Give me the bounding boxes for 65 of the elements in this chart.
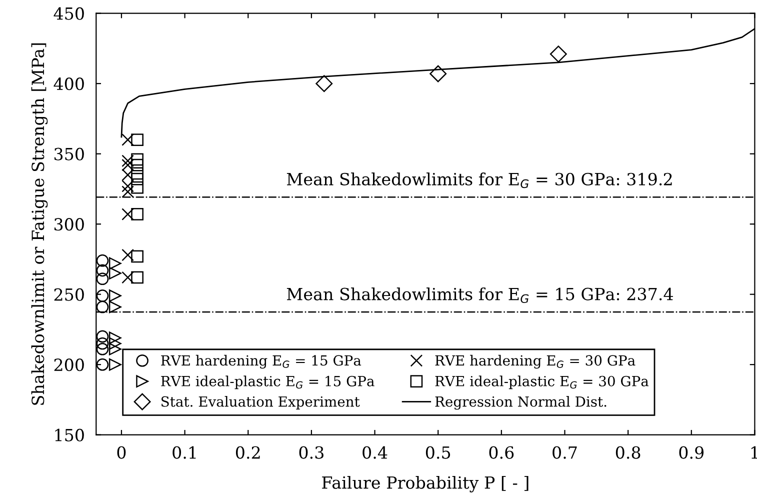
point <box>108 342 122 356</box>
point <box>131 158 144 172</box>
point <box>96 254 109 267</box>
legend-label: Regression Normal Dist. <box>435 396 606 410</box>
point <box>122 134 134 146</box>
x-tick-label: 0.4 <box>362 446 388 459</box>
point <box>122 208 134 220</box>
point <box>131 250 144 263</box>
point <box>131 271 144 284</box>
point <box>108 358 122 371</box>
point <box>96 290 109 302</box>
point <box>96 272 109 286</box>
ref-line-label: Mean Shakedowlimits for E$_{G}$ = 15 GPa: 237.4 <box>286 287 673 304</box>
y-tick-label: 400 <box>54 78 84 90</box>
y-axis-title: Shakedownlimit or Fatigue Strength [MPa] <box>31 43 48 405</box>
point <box>316 75 333 92</box>
point <box>96 330 109 343</box>
point <box>122 154 134 168</box>
point <box>122 186 134 198</box>
point <box>108 332 122 344</box>
point <box>122 168 134 182</box>
legend-label: RVE ideal-plastic E$_{G}$ = 30 GPa <box>435 376 649 390</box>
legend-label: RVE hardening E$_{G}$ = 15 GPa <box>161 354 362 369</box>
x-tick-label: 0.6 <box>489 446 514 459</box>
point <box>96 300 109 314</box>
x-tick-label: 0.9 <box>679 446 704 459</box>
point <box>108 337 122 350</box>
point <box>550 46 567 63</box>
point <box>96 342 109 356</box>
point <box>122 158 134 172</box>
y-tick-label: 250 <box>54 288 84 301</box>
point <box>96 264 109 277</box>
point <box>122 180 134 192</box>
y-tick-label: 450 <box>54 7 84 20</box>
point <box>131 181 144 194</box>
legend-label: Stat. Evaluation Experiment <box>162 396 360 410</box>
y-tick-label: 150 <box>55 428 84 442</box>
x-tick-label: 0 <box>117 446 126 459</box>
point <box>122 248 134 262</box>
point <box>108 257 122 270</box>
x-tick-label: 0.8 <box>616 446 640 459</box>
point <box>122 271 134 284</box>
x-tick-label: 0.1 <box>172 446 196 459</box>
legend-label: RVE hardening E$_{G}$ = 30 GPa <box>435 354 636 369</box>
point <box>96 337 109 350</box>
point <box>430 65 447 82</box>
point <box>131 208 144 220</box>
point <box>108 267 122 280</box>
point <box>131 153 144 166</box>
legend-label: RVE ideal-plastic E$_{G}$ = 15 GPa <box>161 376 374 390</box>
x-tick-label: 0.7 <box>552 446 577 459</box>
x-axis-title: Failure Probability P [ - ] <box>322 476 528 492</box>
y-tick-label: 200 <box>54 358 84 372</box>
ref-line-label: Mean Shakedowlimits for E$_{G}$ = 30 GPa: 319.2 <box>286 172 672 188</box>
y-tick-label: 350 <box>54 148 84 160</box>
point <box>131 172 144 186</box>
point <box>131 167 144 180</box>
x-tick-label: 0.5 <box>426 446 450 459</box>
point <box>131 134 144 146</box>
y-tick-label: 300 <box>54 218 84 231</box>
x-tick-label: 0.2 <box>236 446 260 459</box>
point <box>108 290 122 302</box>
x-tick-label: 0.3 <box>299 446 324 459</box>
point <box>108 300 122 314</box>
point <box>96 358 109 371</box>
